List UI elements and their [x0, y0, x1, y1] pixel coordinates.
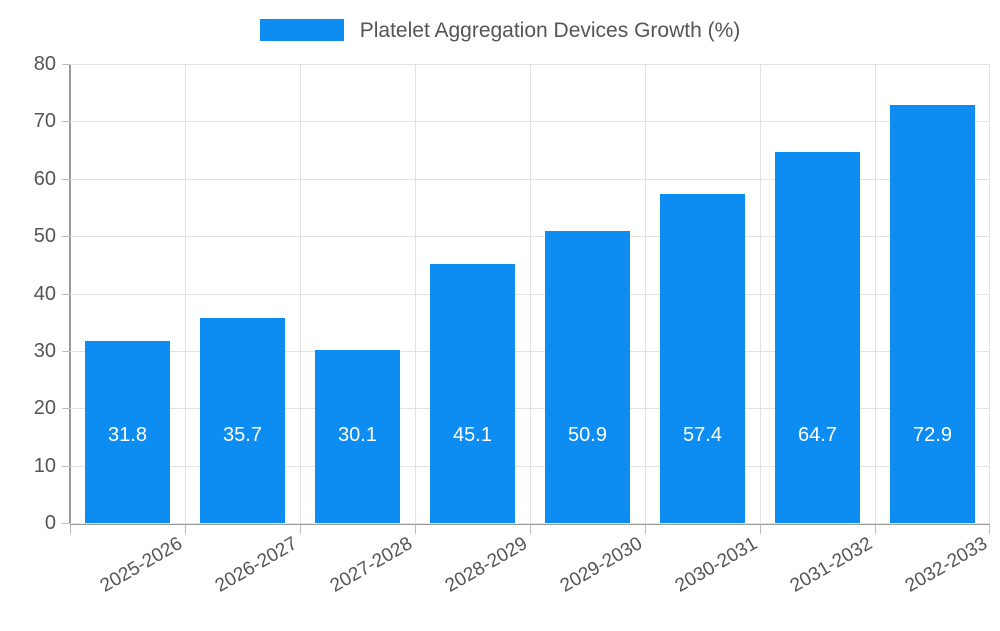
- bar-value-label: 45.1: [453, 424, 492, 446]
- y-axis-tick-label: 60: [33, 167, 56, 190]
- y-axis-tick-label: 80: [33, 53, 56, 75]
- y-axis-tick: [62, 121, 70, 123]
- y-axis-tick: [62, 523, 70, 524]
- legend-item-series-0[interactable]: Platelet Aggregation Devices Growth (%): [259, 18, 741, 42]
- x-axis-tick: [875, 525, 876, 534]
- bar-value-label: 30.1: [338, 424, 377, 446]
- chart-legend: Platelet Aggregation Devices Growth (%): [0, 10, 1000, 50]
- y-axis-tick: [62, 64, 70, 65]
- x-axis-tick: [760, 525, 761, 534]
- x-axis-tick: [300, 525, 301, 534]
- bar[interactable]: [774, 151, 861, 523]
- legend-label: Platelet Aggregation Devices Growth (%): [359, 18, 741, 42]
- bar-value-label: 57.4: [683, 424, 722, 446]
- bar[interactable]: [199, 318, 286, 523]
- bar[interactable]: [659, 193, 746, 523]
- x-axis-line: [70, 523, 990, 525]
- y-axis-tick: [62, 350, 70, 352]
- bar[interactable]: [544, 230, 631, 523]
- bar-value-label: 35.7: [223, 424, 262, 446]
- y-axis-tick-label: 30: [33, 339, 56, 362]
- y-axis-tick-label: 50: [33, 225, 56, 248]
- bar[interactable]: [84, 340, 171, 523]
- gridline-vertical: [530, 64, 531, 523]
- legend-swatch-icon: [259, 19, 344, 41]
- y-axis-labels: 0 10 20 30 40 50 60 70 80: [0, 0, 56, 600]
- y-axis-tick: [62, 465, 70, 467]
- gridline-vertical: [300, 64, 301, 523]
- gridline-vertical: [875, 64, 876, 523]
- y-axis-tick-label: 0: [44, 512, 56, 534]
- x-axis-tick: [415, 525, 416, 534]
- gridline-vertical: [989, 64, 990, 523]
- y-axis-tick: [62, 236, 70, 238]
- x-axis-tick: [70, 525, 71, 534]
- gridline-vertical: [760, 64, 761, 523]
- x-axis-tick: [185, 525, 186, 534]
- bar-chart: Platelet Aggregation Devices Growth (%) …: [0, 0, 1000, 600]
- gridline-vertical: [185, 64, 186, 523]
- bar[interactable]: [429, 264, 516, 523]
- x-axis-tick: [989, 525, 990, 534]
- y-axis-tick-label: 70: [33, 110, 56, 133]
- bar[interactable]: [889, 104, 976, 523]
- x-axis-tick: [645, 525, 646, 534]
- y-axis-tick: [62, 293, 70, 295]
- x-axis-tick: [530, 525, 531, 534]
- y-axis-tick-label: 20: [33, 397, 56, 420]
- y-axis-tick: [62, 178, 70, 180]
- gridline-horizontal: [70, 523, 990, 524]
- y-axis-tick-label: 10: [33, 454, 56, 477]
- bar-value-label: 31.8: [108, 424, 147, 446]
- bar-value-label: 64.7: [798, 424, 837, 446]
- y-axis-tick: [62, 408, 70, 410]
- bar[interactable]: [314, 350, 401, 523]
- bar-value-label: 50.9: [568, 424, 607, 446]
- y-axis-tick-label: 40: [33, 282, 56, 305]
- bar-value-label: 72.9: [913, 424, 952, 446]
- gridline-vertical: [415, 64, 416, 523]
- gridline-vertical: [645, 64, 646, 523]
- plot-area: 31.8 35.7 30.1 45.1 50.9 57.4 64.7 72.9: [70, 64, 990, 524]
